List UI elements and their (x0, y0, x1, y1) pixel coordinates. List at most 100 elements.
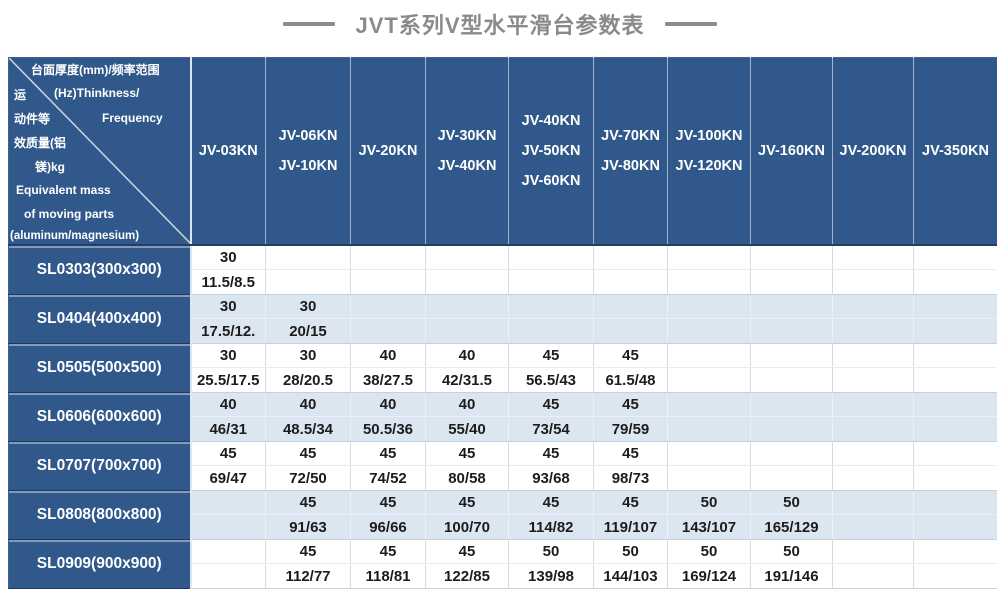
column-header-label: JV-30KN (437, 128, 497, 144)
column-header-label: JV-40KN (521, 113, 581, 129)
frequency-value-cell: 28/20.5 (265, 367, 351, 393)
frequency-value-cell: 144/103 (593, 563, 668, 589)
column-header-label: JV-40KN (437, 158, 497, 174)
frequency-value-cell: 46/31 (190, 416, 266, 442)
thickness-value-cell (350, 294, 426, 319)
corner-text: 运 (14, 88, 27, 102)
frequency-value-cell: 112/77 (265, 563, 351, 589)
thickness-value-cell (913, 392, 997, 417)
frequency-value-cell (508, 269, 594, 295)
corner-text: Equivalent mass (16, 183, 111, 197)
frequency-value-cell: 122/85 (425, 563, 509, 589)
thickness-value-cell: 40 (425, 392, 509, 417)
frequency-value-cell (832, 514, 914, 540)
frequency-value-cell (425, 269, 509, 295)
thickness-value-cell (425, 245, 509, 270)
corner-text: Frequency (102, 111, 163, 125)
column-header: JV-350KN (913, 57, 997, 246)
column-header: JV-40KN JV-50KN JV-60KN (508, 57, 594, 246)
thickness-value-cell: 30 (265, 294, 351, 319)
frequency-value-cell (667, 416, 751, 442)
column-header-label: JV-50KN (521, 143, 581, 159)
frequency-value-cell (750, 367, 833, 393)
thickness-value-cell: 45 (508, 343, 594, 368)
thickness-value-cell: 40 (425, 343, 509, 368)
thickness-value-cell: 45 (350, 490, 426, 515)
column-header: JV-100KN JV-120KN (667, 57, 751, 246)
thickness-value-cell: 40 (190, 392, 266, 417)
corner-text: 动件等 (14, 112, 51, 126)
frequency-value-cell: 38/27.5 (350, 367, 426, 393)
frequency-value-cell: 79/59 (593, 416, 668, 442)
thickness-value-cell (508, 245, 594, 270)
thickness-value-cell (750, 343, 833, 368)
column-header-label: JV-350KN (922, 143, 989, 159)
thickness-value-cell (913, 245, 997, 270)
thickness-value-cell (425, 294, 509, 319)
corner-text: 台面厚度(mm)/频率范围 (31, 63, 160, 77)
thickness-value-cell (750, 294, 833, 319)
row-label: SL0404(400x400) (8, 294, 192, 344)
frequency-value-cell (593, 269, 668, 295)
parameter-table: 台面厚度(mm)/频率范围 运 (Hz)Thinkness/ 动件等 Frequ… (8, 57, 997, 589)
frequency-value-cell: 114/82 (508, 514, 594, 540)
column-header-label: JV-160KN (758, 143, 825, 159)
frequency-value-cell (913, 465, 997, 491)
frequency-value-cell (667, 318, 751, 344)
frequency-value-cell: 91/63 (265, 514, 351, 540)
title-dash-right-icon (664, 22, 717, 26)
frequency-value-cell (913, 269, 997, 295)
frequency-value-cell (667, 465, 751, 491)
thickness-value-cell: 45 (350, 441, 426, 466)
thickness-value-cell: 30 (190, 343, 266, 368)
title-dash-left-icon (283, 22, 336, 26)
frequency-value-cell: 73/54 (508, 416, 594, 442)
thickness-value-cell (832, 343, 914, 368)
frequency-value-cell (190, 514, 266, 540)
column-header-label: JV-06KN (278, 128, 338, 144)
frequency-value-cell (508, 318, 594, 344)
thickness-value-cell: 40 (350, 343, 426, 368)
frequency-value-cell (832, 563, 914, 589)
column-header-label: JV-120KN (675, 158, 743, 174)
thickness-value-cell: 45 (265, 539, 351, 564)
frequency-value-cell (190, 563, 266, 589)
page-title: JVT系列V型水平滑台参数表 (355, 13, 645, 38)
thickness-value-cell (750, 441, 833, 466)
thickness-value-cell (750, 392, 833, 417)
column-header-label: JV-100KN (675, 128, 743, 144)
frequency-value-cell: 143/107 (667, 514, 751, 540)
thickness-value-cell: 45 (593, 441, 668, 466)
column-header: JV-70KN JV-80KN (593, 57, 668, 246)
thickness-value-cell: 45 (265, 490, 351, 515)
title-bar: JVT系列V型水平滑台参数表 (0, 8, 1000, 40)
frequency-value-cell: 56.5/43 (508, 367, 594, 393)
thickness-value-cell (913, 539, 997, 564)
thickness-value-cell: 40 (265, 392, 351, 417)
thickness-value-cell: 45 (265, 441, 351, 466)
frequency-value-cell: 42/31.5 (425, 367, 509, 393)
thickness-value-cell (750, 245, 833, 270)
corner-text: (aluminum/magnesium) (10, 230, 140, 242)
thickness-value-cell (913, 490, 997, 515)
column-header: JV-20KN (350, 57, 426, 246)
row-label: SL0909(900x900) (8, 539, 192, 589)
thickness-value-cell: 45 (508, 441, 594, 466)
column-header-label: JV-200KN (839, 143, 907, 159)
column-header: JV-06KN JV-10KN (265, 57, 351, 246)
frequency-value-cell: 69/47 (190, 465, 266, 491)
thickness-value-cell: 30 (190, 245, 266, 270)
column-header-label: JV-70KN (601, 128, 660, 144)
corner-text: 效质量(铝 (14, 136, 66, 150)
column-header-label: JV-20KN (358, 143, 418, 159)
thickness-value-cell (832, 245, 914, 270)
frequency-value-cell: 139/98 (508, 563, 594, 589)
thickness-value-cell: 50 (667, 490, 751, 515)
thickness-value-cell (508, 294, 594, 319)
thickness-value-cell: 45 (425, 539, 509, 564)
corner-cell: 台面厚度(mm)/频率范围 运 (Hz)Thinkness/ 动件等 Frequ… (8, 57, 192, 246)
corner-text: of moving parts (24, 207, 115, 221)
frequency-value-cell: 50.5/36 (350, 416, 426, 442)
column-header: JV-03KN (190, 57, 266, 246)
thickness-value-cell (190, 490, 266, 515)
